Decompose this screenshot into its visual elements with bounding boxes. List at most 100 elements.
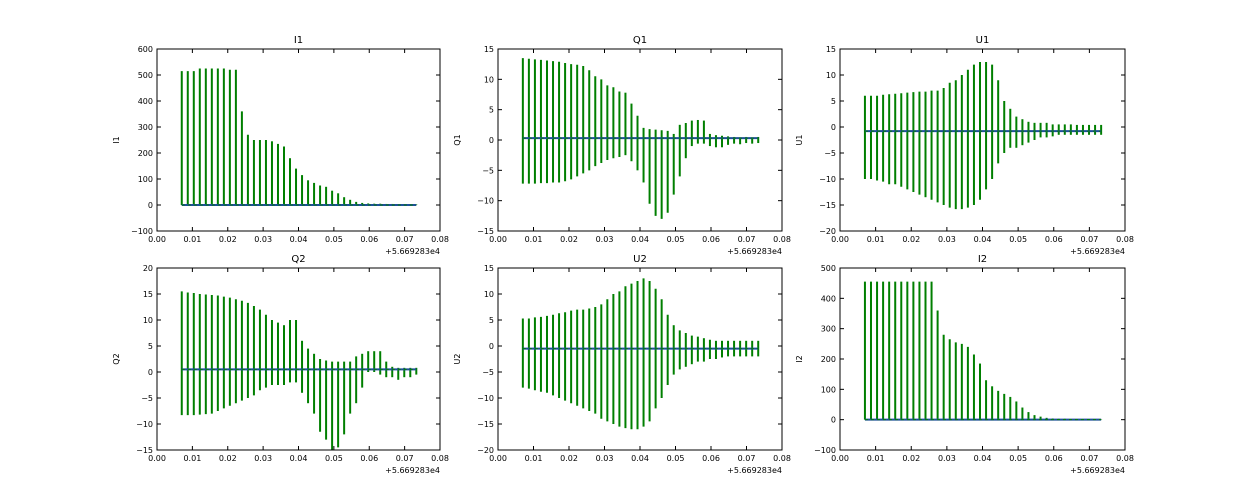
y-tick-label: −15 [136, 446, 153, 455]
x-tick-label: 0.08 [431, 454, 449, 463]
chart-panel-u1: U1 U1 0.00 0.01 0.02 0.03 0.04 0.05 0.06 0.07 0.08… [795, 35, 1134, 256]
y-tick-label: −10 [477, 197, 494, 206]
x-tick-label: 0.03 [596, 454, 614, 463]
chart-panel-i2: I2 I2 0.00 0.01 0.02 0.03 0.04 0.05 0.06 0.07 0.08… [795, 254, 1134, 475]
y-tick-label: 0 [489, 342, 494, 351]
x-tick-label: 0.06 [360, 454, 378, 463]
y-tick-label: −5 [824, 149, 836, 158]
x-tick-label: 0.02 [560, 454, 578, 463]
y-tick-label: −20 [477, 446, 494, 455]
y-tick-label: −15 [819, 201, 836, 210]
x-tick-label: 0.03 [938, 454, 956, 463]
x-tick-label: 0.06 [702, 454, 720, 463]
x-tick-label: 0.02 [902, 235, 920, 244]
x-tick-label: 0.00 [831, 235, 849, 244]
x-tick-label: 0.08 [1116, 454, 1134, 463]
chart-panel-u2: U2 U2 0.00 0.01 0.02 0.03 0.04 0.05 0.06 0.07 0.08… [453, 254, 791, 475]
x-tick-label: 0.06 [702, 235, 720, 244]
y-tick-label: 0 [148, 368, 153, 377]
x-tick-label: 0.01 [867, 235, 885, 244]
y-tick-label: 400 [138, 97, 153, 106]
chart-title: Q2 [291, 254, 305, 265]
y-tick-label: −100 [131, 227, 153, 236]
x-tick-label: 0.04 [290, 454, 308, 463]
y-tick-label: 400 [821, 294, 836, 303]
x-tick-label: 0.02 [219, 454, 237, 463]
x-tick-label: 0.05 [667, 454, 685, 463]
x-offset-label: +5.669283e4 [1070, 247, 1125, 256]
y-tick-label: 600 [138, 45, 153, 54]
y-axis-label: U1 [795, 135, 804, 146]
y-tick-label: −5 [482, 166, 494, 175]
y-tick-label: 0 [489, 136, 494, 145]
x-tick-label: 0.08 [1116, 235, 1134, 244]
y-tick-label: −10 [477, 394, 494, 403]
y-tick-label: 15 [143, 290, 153, 299]
y-axis-label: I1 [112, 136, 121, 143]
x-tick-label: 0.01 [867, 454, 885, 463]
y-tick-label: 300 [821, 325, 836, 334]
y-tick-label: 500 [821, 264, 836, 273]
chart-panel-q2: Q2 Q2 0.00 0.01 0.02 0.03 0.04 0.05 0.06 0.07 0.08… [112, 254, 449, 475]
y-tick-label: 5 [148, 342, 153, 351]
y-tick-label: −15 [477, 227, 494, 236]
x-tick-label: 0.00 [489, 454, 507, 463]
x-tick-label: 0.06 [1045, 454, 1063, 463]
y-tick-label: 20 [143, 264, 153, 273]
x-tick-label: 0.05 [1009, 454, 1027, 463]
x-tick-label: 0.07 [396, 454, 414, 463]
x-offset-label: +5.669283e4 [385, 466, 440, 475]
x-offset-label: +5.669283e4 [727, 466, 782, 475]
y-tick-label: 200 [138, 149, 153, 158]
y-tick-label: −100 [814, 446, 836, 455]
x-tick-label: 0.03 [938, 235, 956, 244]
y-tick-label: 500 [138, 71, 153, 80]
y-tick-label: −5 [482, 368, 494, 377]
y-tick-label: 0 [831, 416, 836, 425]
y-tick-label: −10 [819, 175, 836, 184]
y-tick-label: 5 [831, 97, 836, 106]
y-tick-label: 100 [138, 175, 153, 184]
x-tick-label: 0.06 [360, 235, 378, 244]
x-tick-label: 0.04 [290, 235, 308, 244]
y-tick-label: 5 [489, 316, 494, 325]
y-axis-label: Q1 [453, 134, 462, 145]
x-tick-label: 0.08 [773, 454, 791, 463]
x-tick-label: 0.04 [974, 235, 992, 244]
x-tick-label: 0.04 [631, 235, 649, 244]
y-tick-label: −5 [141, 394, 153, 403]
y-tick-label: 0 [148, 201, 153, 210]
x-tick-label: 0.02 [219, 235, 237, 244]
y-axis-label: I2 [795, 355, 804, 362]
chart-panel-i1: I1 I1 0.00 0.01 0.02 0.03 0.04 0.05 0.06 0.07 0.08… [112, 35, 449, 256]
x-tick-label: 0.02 [902, 454, 920, 463]
x-offset-label: +5.669283e4 [385, 247, 440, 256]
chart-panel-q1: Q1 Q1 0.00 0.01 0.02 0.03 0.04 0.05 0.06 0.07 0.08… [453, 35, 791, 256]
chart-title: I1 [294, 35, 303, 46]
x-offset-label: +5.669283e4 [727, 247, 782, 256]
x-tick-label: 0.02 [560, 235, 578, 244]
y-tick-label: 300 [138, 123, 153, 132]
x-tick-label: 0.03 [254, 454, 272, 463]
y-axis-label: U2 [453, 354, 462, 365]
x-tick-label: 0.03 [596, 235, 614, 244]
x-tick-label: 0.07 [738, 454, 756, 463]
y-tick-label: 15 [826, 45, 836, 54]
y-tick-label: −20 [819, 227, 836, 236]
x-tick-label: 0.07 [1080, 235, 1098, 244]
x-offset-label: +5.669283e4 [1070, 466, 1125, 475]
x-tick-label: 0.04 [974, 454, 992, 463]
x-tick-label: 0.05 [1009, 235, 1027, 244]
x-tick-label: 0.01 [183, 454, 201, 463]
x-tick-label: 0.07 [738, 235, 756, 244]
y-axis-label: Q2 [112, 353, 121, 364]
x-tick-label: 0.07 [396, 235, 414, 244]
x-tick-label: 0.08 [431, 235, 449, 244]
y-tick-label: 10 [484, 75, 494, 84]
x-tick-label: 0.07 [1080, 454, 1098, 463]
y-tick-label: 5 [489, 106, 494, 115]
x-tick-label: 0.08 [773, 235, 791, 244]
y-tick-label: 10 [826, 71, 836, 80]
y-tick-label: 15 [484, 45, 494, 54]
chart-title: Q1 [633, 35, 647, 46]
